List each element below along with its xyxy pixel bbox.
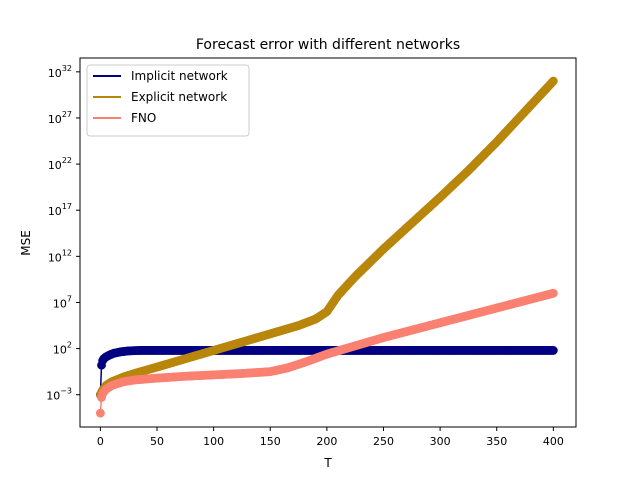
y-tick-base-4: 10 [48, 205, 62, 218]
y-tick-label-3: 1012 [48, 248, 72, 264]
y-tick-exponent-5: 22 [62, 156, 72, 165]
y-tick-base-3: 10 [48, 251, 62, 264]
y-tick-label-0: 10−3 [46, 387, 72, 403]
x-axis-label: T [323, 456, 332, 470]
axes-frame [79, 57, 577, 428]
y-tick-base-0: 10 [46, 390, 60, 403]
x-tick-label-7: 350 [486, 435, 507, 448]
x-tick-label-2: 100 [203, 435, 224, 448]
y-axis-label: MSE [19, 230, 33, 256]
y-tick-base-6: 10 [48, 113, 62, 126]
y-tick-exponent-2: 7 [67, 294, 72, 303]
plot-area [95, 76, 558, 418]
x-tick-label-5: 250 [373, 435, 394, 448]
y-tick-exponent-3: 12 [62, 248, 72, 257]
series-2-point-400 [548, 288, 558, 298]
x-tick-label-0: 0 [97, 435, 104, 448]
y-tick-base-2: 10 [53, 297, 67, 310]
y-tick-label-5: 1022 [48, 156, 72, 172]
series-2 [95, 288, 558, 418]
y-tick-exponent-4: 17 [62, 202, 72, 211]
y-tick-exponent-6: 27 [62, 110, 72, 119]
y-tick-label-6: 1027 [48, 110, 72, 126]
y-tick-base-7: 10 [48, 67, 62, 80]
y-tick-exponent-1: 2 [67, 341, 72, 350]
y-tick-base-5: 10 [48, 159, 62, 172]
series-1-point-400 [548, 76, 558, 86]
y-tick-label-4: 1017 [48, 202, 72, 218]
series-2-point-0 [95, 408, 105, 418]
y-tick-label-1: 102 [53, 341, 72, 357]
y-tick-exponent-7: 32 [62, 64, 72, 73]
x-tick-label-8: 400 [543, 435, 564, 448]
x-tick-label-4: 200 [316, 435, 337, 448]
x-tick-label-6: 300 [430, 435, 451, 448]
x-tick-label-1: 50 [150, 435, 164, 448]
x-axis: 0 50 100 150 200 250 300 350 400 [97, 427, 564, 448]
legend-label-0: Implicit network [131, 69, 228, 83]
legend-box [86, 64, 250, 137]
series-0-point-400 [548, 346, 558, 355]
y-tick-base-1: 10 [53, 344, 67, 357]
legend-label-1: Explicit network [131, 90, 227, 104]
chart-title: Forecast error with different networks [196, 37, 460, 53]
y-tick-label-7: 1032 [48, 64, 72, 80]
y-tick-exponent-0: −3 [60, 387, 72, 396]
legend: Implicit network Explicit network FNO [86, 64, 250, 137]
x-tick-label-3: 150 [260, 435, 281, 448]
y-tick-label-2: 107 [53, 294, 72, 310]
legend-label-2: FNO [131, 111, 156, 125]
